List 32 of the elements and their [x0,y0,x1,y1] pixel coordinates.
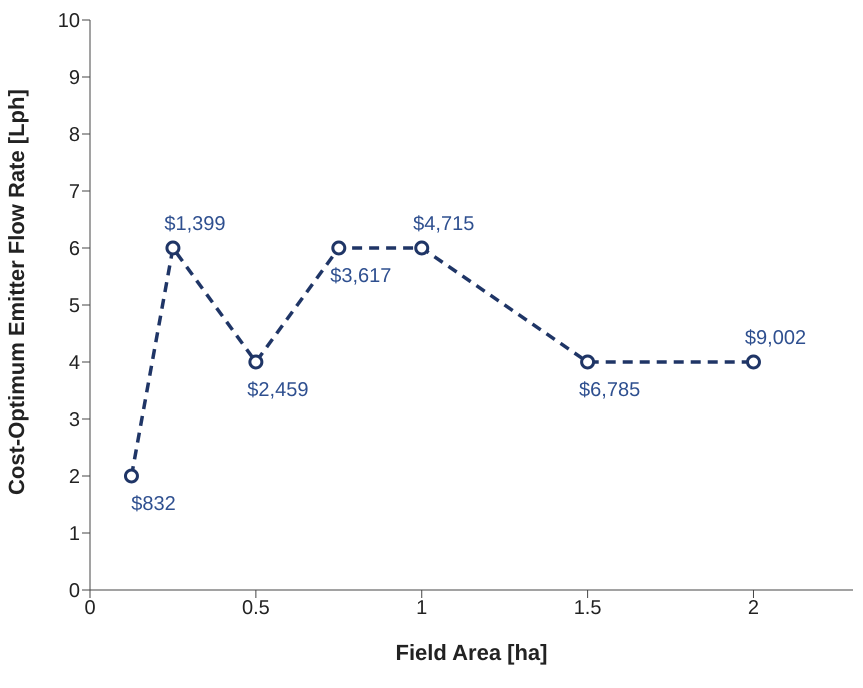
annotation: $3,617 [330,265,392,287]
annotation: $1,399 [164,213,226,235]
y-axis-title: Cost-Optimum Emitter Flow Rate [Lph] [4,89,29,495]
y-tick-label: 10 [58,10,80,32]
x-tick-label: 1.5 [574,597,602,620]
x-axis-title: Field Area [ha] [396,640,548,665]
x-tick-label: 2 [748,597,760,620]
point [580,354,596,370]
point [124,468,139,484]
x-tick-label: 0 [84,597,96,620]
point [414,240,430,256]
y-tick-label: 6 [68,238,80,260]
y-tick-label: 5 [68,295,80,318]
annotation: $9,002 [744,327,806,349]
x-tick-label: 0.5 [242,597,270,620]
annotation: $4,715 [413,213,474,235]
y-tick-label: 7 [68,181,80,204]
point [331,240,346,256]
point [165,240,180,256]
y-tick-label: 3 [68,409,80,432]
y-tick-label: 8 [68,124,80,146]
annotation: $6,785 [579,379,640,401]
x-tick-label: 1 [416,597,428,620]
annotation: $2,459 [247,379,308,401]
annotation: $832 [131,493,176,515]
point [746,354,761,370]
y-tick-label: 2 [68,466,80,488]
point [248,354,264,370]
y-tick-label: 9 [68,67,80,90]
y-tick-label: 1 [68,523,80,546]
y-tick-label: 4 [68,352,80,374]
y-tick-label: 0 [68,580,80,602]
